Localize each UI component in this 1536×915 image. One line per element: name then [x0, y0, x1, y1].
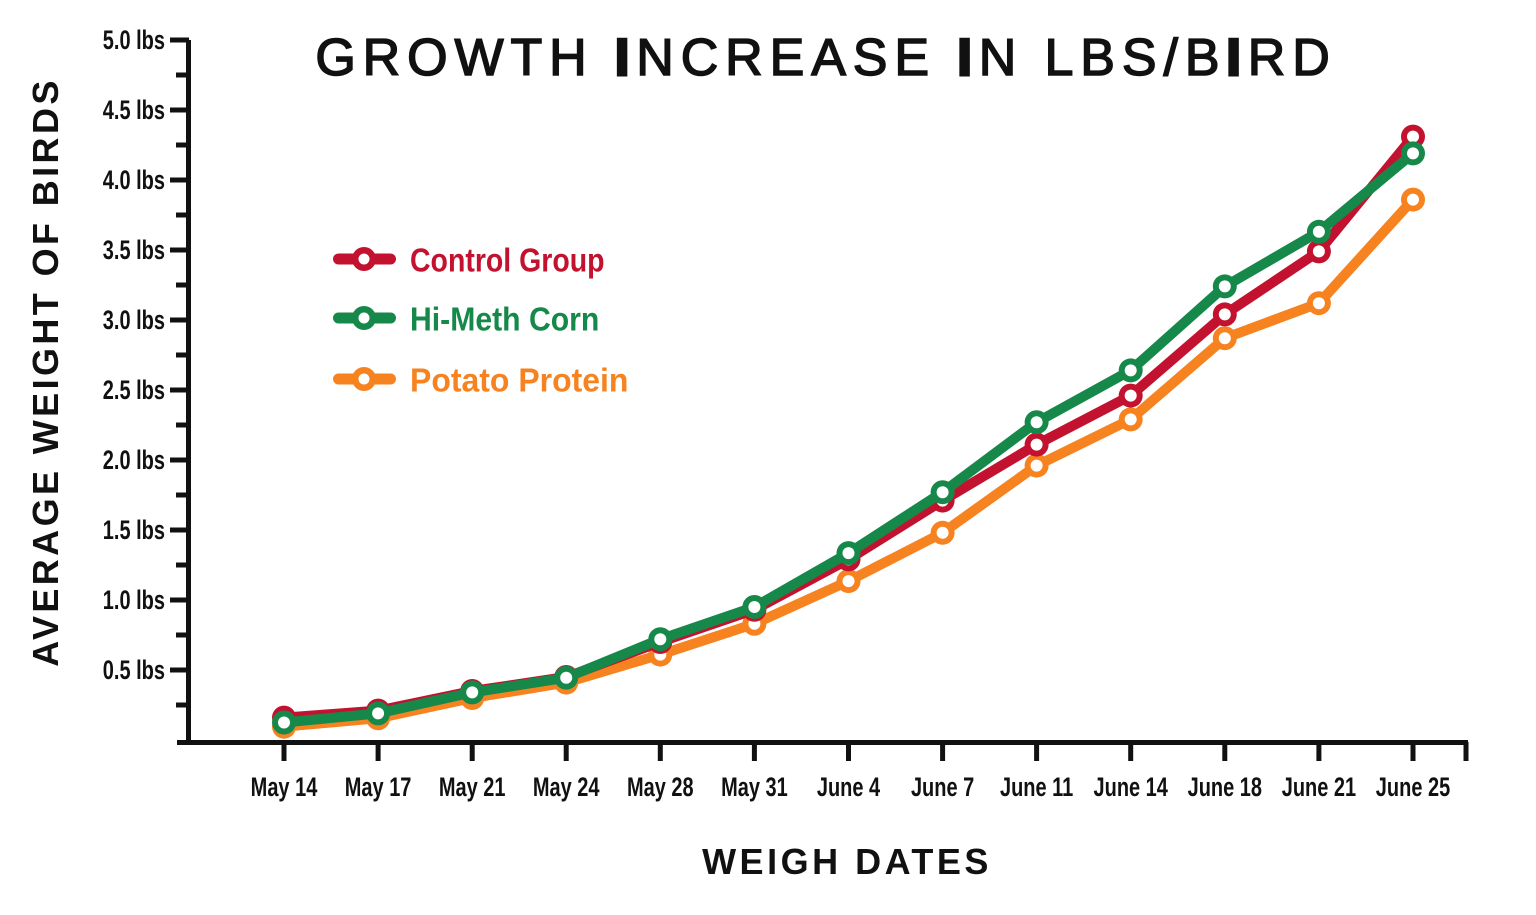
svg-text:May 31: May 31	[721, 772, 788, 803]
svg-text:GROWTH INCREASE IN LBS/BIRD: GROWTH INCREASE IN LBS/BIRD	[315, 29, 1336, 87]
svg-text:May 17: May 17	[345, 772, 412, 803]
svg-text:May 14: May 14	[251, 772, 318, 803]
svg-text:AVERAGE WEIGHT OF BIRDS: AVERAGE WEIGHT OF BIRDS	[25, 77, 66, 667]
svg-text:June 21: June 21	[1282, 772, 1356, 803]
svg-text:May 28: May 28	[627, 772, 694, 803]
svg-text:June 14: June 14	[1093, 772, 1168, 803]
svg-text:June 11: June 11	[1000, 772, 1073, 803]
svg-text:5.0 lbs: 5.0 lbs	[103, 25, 165, 56]
svg-text:June 4: June 4	[817, 772, 881, 803]
svg-text:Potato Protein: Potato Protein	[410, 362, 628, 399]
svg-text:Control Group: Control Group	[410, 242, 605, 279]
svg-text:0.5 lbs: 0.5 lbs	[103, 655, 165, 686]
svg-text:3.0 lbs: 3.0 lbs	[103, 305, 165, 336]
svg-text:June 7: June 7	[911, 772, 974, 803]
svg-text:May 21: May 21	[439, 772, 506, 803]
svg-text:June 25: June 25	[1376, 772, 1450, 803]
svg-text:WEIGH DATES: WEIGH DATES	[702, 841, 992, 882]
svg-text:1.0 lbs: 1.0 lbs	[103, 585, 165, 616]
svg-text:4.0 lbs: 4.0 lbs	[103, 165, 165, 196]
svg-text:Hi-Meth Corn: Hi-Meth Corn	[410, 300, 599, 338]
svg-text:1.5 lbs: 1.5 lbs	[103, 515, 165, 546]
svg-text:June 18: June 18	[1188, 772, 1262, 803]
svg-text:2.0 lbs: 2.0 lbs	[103, 445, 165, 476]
svg-text:3.5 lbs: 3.5 lbs	[103, 235, 165, 266]
svg-text:May 24: May 24	[533, 772, 600, 803]
svg-text:4.5 lbs: 4.5 lbs	[103, 95, 165, 126]
svg-text:2.5 lbs: 2.5 lbs	[103, 375, 165, 406]
